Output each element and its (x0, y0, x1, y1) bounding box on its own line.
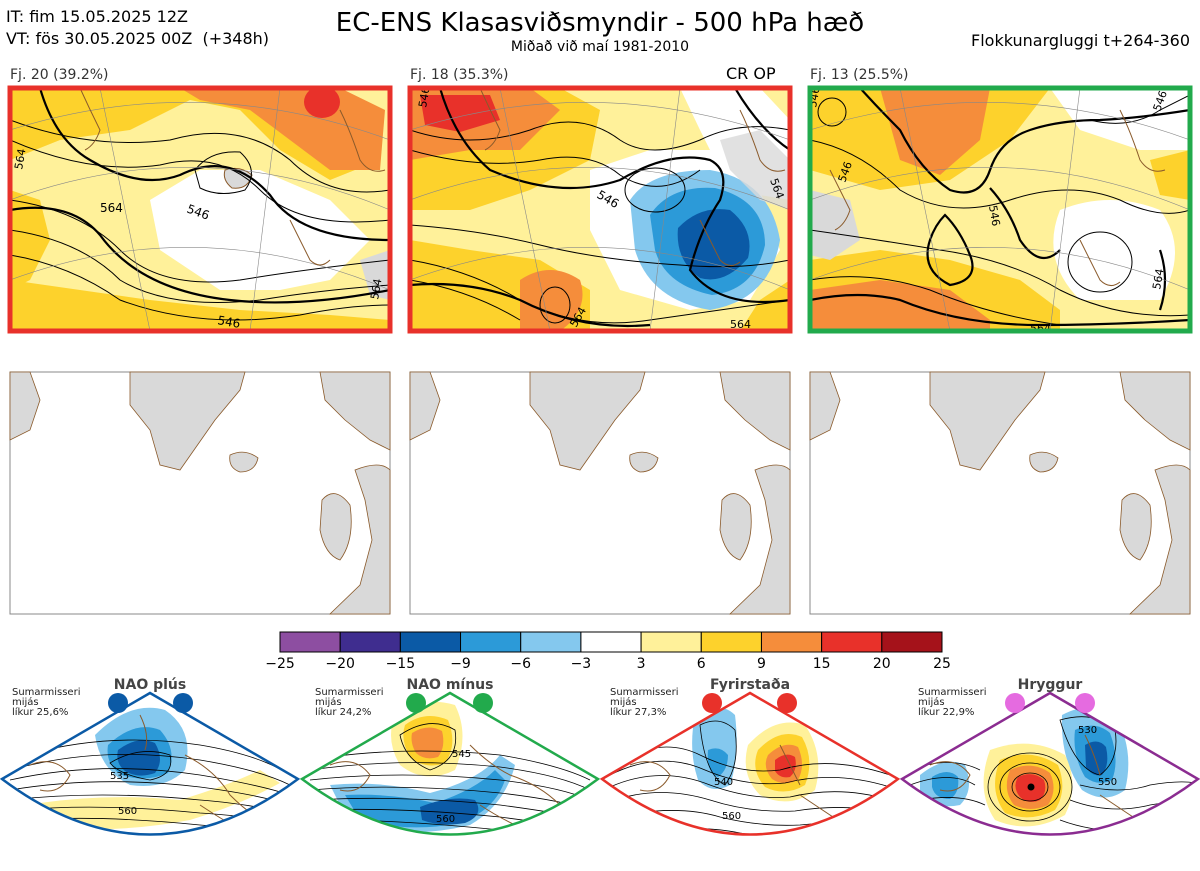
colorbar-segment (279, 631, 341, 653)
colorbar-tick-label: −9 (450, 656, 471, 672)
cluster-1-map: 546 564 546 564 564 (10, 88, 390, 331)
cluster-3-contour-label: 546 (806, 86, 822, 109)
cluster-2-contour-label: 564 (730, 318, 751, 331)
regime-4-likelihood: líkur 22,9% (918, 707, 975, 718)
regime-4-info: Sumarmisseri mijás líkur 22,9% (918, 688, 986, 718)
colorbar-segment (460, 631, 522, 653)
colorbar-segment (580, 631, 642, 653)
regime-4-marker (1075, 693, 1095, 713)
colorbar (279, 631, 943, 653)
cluster-1-contour-label: 564 (100, 201, 123, 215)
regime-2-contour-label: 545 (452, 749, 471, 760)
regime-2-contour-label: 575 (446, 850, 465, 861)
regime-2-season: Sumarmisseri (315, 687, 384, 698)
cluster-2-frame (407, 85, 793, 334)
colorbar-tick-label: −25 (265, 656, 295, 672)
regime-2-marker (406, 693, 426, 713)
regime-1-title: NAO plús (113, 677, 187, 693)
cluster-3-frame (807, 85, 1193, 334)
cluster-1-label: Fj. 20 (39.2%) (10, 67, 109, 83)
page-subtitle: Miðað við maí 1981-2010 (510, 39, 690, 55)
colorbar-segment (520, 631, 582, 653)
colorbar-tick-label: −3 (570, 656, 592, 672)
regime-1-marker (108, 693, 128, 713)
colorbar-segment (640, 631, 702, 653)
cluster-2-contour-label: 546 (416, 86, 432, 109)
empty-map-1 (9, 371, 391, 615)
init-time: IT: fim 15.05.2025 12Z (6, 7, 188, 26)
regime-1-likelihood: líkur 25,6% (12, 707, 69, 718)
empty-map-3 (809, 371, 1191, 615)
cluster-3-map: 546 546 546 564 564 546 (806, 86, 1190, 335)
colorbar-tick-label: 3 (636, 656, 646, 672)
cluster-3-label: Fj. 13 (25.5%) (810, 67, 909, 83)
cluster-3-contour-label: 564 (1030, 322, 1051, 335)
regime-1-mean: mijás (12, 697, 39, 708)
cluster-1-contour-label: 546 (216, 313, 241, 331)
colorbar-tick-label: 20 (872, 656, 891, 672)
regime-4-contour-label: 575 (1094, 840, 1113, 851)
regime-1-frame (0, 691, 301, 836)
regime-3-mean: mijás (610, 697, 637, 708)
regime-2-likelihood: líkur 24,2% (315, 707, 372, 718)
colorbar-tick-label: −6 (510, 656, 532, 672)
regime-4-frame (899, 691, 1200, 836)
colorbar-tick-label: −15 (385, 656, 416, 672)
regime-2-info: Sumarmisseri mijás líkur 24,2% (315, 688, 383, 718)
regime-4-contour-label: 530 (1078, 725, 1097, 736)
colorbar-tick-label: 9 (756, 656, 766, 672)
cluster-2-map: 546 546 564 564 564 (410, 86, 790, 331)
valid-time: VT: fös 30.05.2025 00Z (+348h) (6, 29, 270, 48)
regime-4-title: Hryggur (1017, 677, 1083, 693)
regime-1-marker (173, 693, 193, 713)
page-title: EC-ENS Klasasviðsmyndir - 500 hPa hæð (335, 8, 865, 38)
regime-3-contour-label: 560 (722, 811, 741, 822)
colorbar-segment (760, 631, 823, 653)
classification-window: Flokkunargluggi t+264-360 (971, 31, 1190, 50)
regime-3-likelihood: líkur 27,3% (610, 707, 667, 718)
regime-maps: 535 560 (0, 691, 1200, 861)
empty-map-2 (409, 371, 791, 615)
regime-4-contour-label: 550 (1098, 777, 1117, 788)
cluster-1-frame (7, 85, 393, 334)
regime-3-marker (702, 693, 722, 713)
regime-3-frame (599, 691, 901, 836)
cluster-1-contour-label: 564 (12, 148, 28, 171)
colorbar-segment (881, 631, 943, 653)
cluster-3-contour-label: 564 (1150, 268, 1166, 291)
regime-1-map: 535 560 (0, 691, 301, 836)
regime-1-contour-label: 560 (118, 806, 137, 817)
header-init-valid: IT: fim 15.05.2025 12Z VT: fös 30.05.202… (6, 6, 269, 50)
colorbar-segment (339, 631, 401, 653)
cluster-3-contour-label: 546 (986, 204, 1002, 227)
regime-1-info: Sumarmisseri mijás líkur 25,6% (12, 688, 80, 718)
regime-4-season: Sumarmisseri (918, 687, 987, 698)
regime-4-marker (1005, 693, 1025, 713)
regime-4-mean: mijás (918, 697, 945, 708)
regime-3-contour-label: 540 (714, 777, 733, 788)
regime-3-info: Sumarmisseri mijás líkur 27,3% (610, 688, 678, 718)
regime-3-season: Sumarmisseri (610, 687, 679, 698)
colorbar-segment (821, 631, 883, 653)
regime-2-contour-label: 560 (436, 814, 455, 825)
colorbar-tick-label: 25 (933, 656, 951, 672)
colorbar-tick-label: −20 (325, 656, 355, 672)
cluster-1-contour-label: 564 (368, 278, 384, 301)
colorbar-tick-label: 6 (696, 656, 706, 672)
regime-2-marker (473, 693, 493, 713)
regime-3-title: Fyrirstaða (709, 677, 791, 693)
colorbar-tick-label: 15 (812, 656, 831, 672)
cluster-2-extra-label: CR OP (726, 64, 776, 83)
colorbar-segment (399, 631, 462, 653)
cluster-2-label: Fj. 18 (35.3%) (410, 67, 509, 83)
colorbar-segment (700, 631, 762, 653)
regime-2-title: NAO mínus (406, 677, 494, 693)
regime-2-frame (299, 691, 601, 836)
regime-1-season: Sumarmisseri (12, 687, 81, 698)
regime-1-contour-label: 535 (110, 771, 129, 782)
regime-3-marker (777, 693, 797, 713)
regime-2-mean: mijás (315, 697, 342, 708)
